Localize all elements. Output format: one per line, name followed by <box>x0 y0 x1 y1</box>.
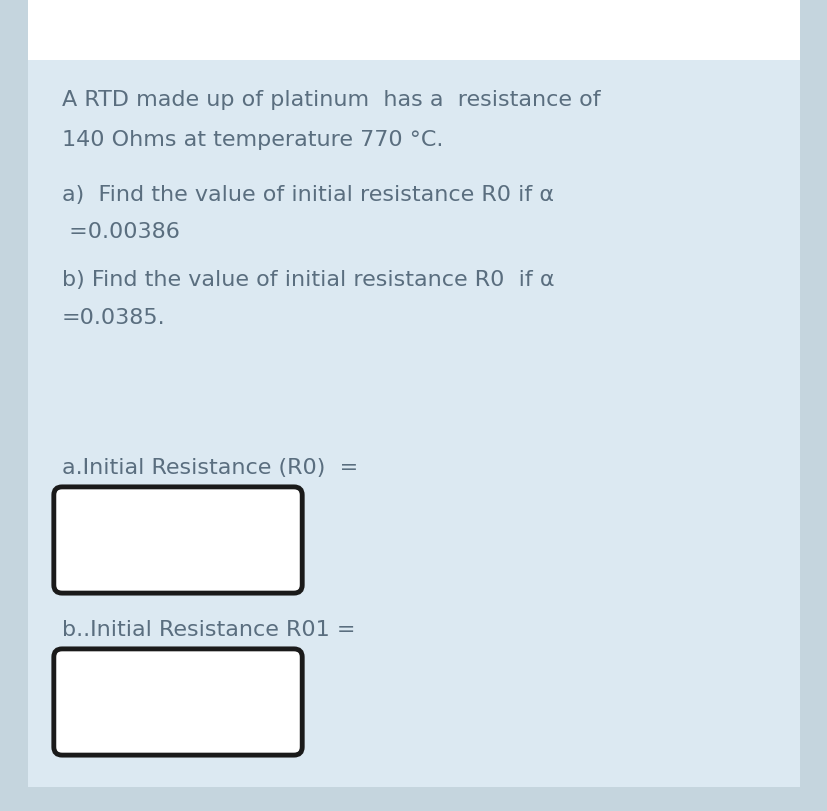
FancyBboxPatch shape <box>54 649 302 755</box>
Text: a.Initial Resistance (R0)  =: a.Initial Resistance (R0) = <box>62 458 358 478</box>
Text: A RTD made up of platinum  has a  resistance of: A RTD made up of platinum has a resistan… <box>62 90 600 110</box>
FancyBboxPatch shape <box>54 487 302 593</box>
Text: b) Find the value of initial resistance R0  if α: b) Find the value of initial resistance … <box>62 270 554 290</box>
Text: a)  Find the value of initial resistance R0 if α: a) Find the value of initial resistance … <box>62 185 553 205</box>
Bar <box>28 0 799 60</box>
Text: =0.0385.: =0.0385. <box>62 308 165 328</box>
Text: b..Initial Resistance R01 =: b..Initial Resistance R01 = <box>62 620 355 640</box>
Bar <box>28 60 799 787</box>
Text: 140 Ohms at temperature 770 °C.: 140 Ohms at temperature 770 °C. <box>62 130 443 150</box>
Text: =0.00386: =0.00386 <box>62 222 179 242</box>
